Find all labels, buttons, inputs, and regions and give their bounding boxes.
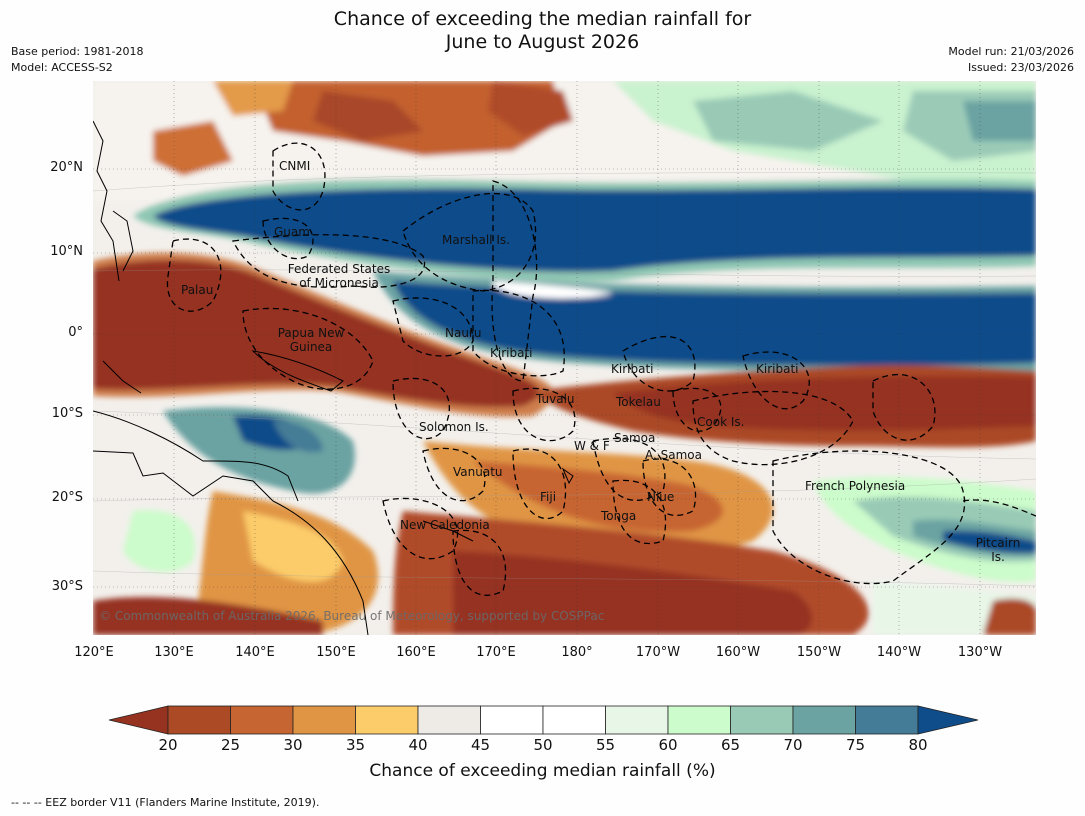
- label-pitcairn-line2: Is.: [991, 550, 1005, 564]
- label-kiribati-west: Kiribati: [490, 346, 533, 360]
- chart-title-line2: June to August 2026: [445, 31, 640, 53]
- label-wallis-futuna: W & F: [574, 439, 610, 453]
- colorbar-tick-label: 25: [220, 736, 241, 754]
- colorbar-title: Chance of exceeding median rainfall (%): [369, 761, 716, 781]
- label-tuvalu: Tuvalu: [536, 392, 575, 406]
- lon-label-140e: 140°E: [235, 645, 275, 660]
- colorbar-segment: [292, 705, 356, 735]
- label-american-samoa: A. Samoa: [645, 448, 702, 462]
- colorbar-segment: [480, 705, 544, 735]
- colorbar-tick-label: 45: [470, 736, 491, 754]
- colorbar-tick-label: 60: [658, 736, 678, 754]
- model-run: Model run: 21/03/2026: [948, 45, 1074, 58]
- lon-label-160w: 160°W: [715, 645, 761, 660]
- colorbar-segment: [792, 705, 856, 735]
- label-new-caledonia: New Caledonia: [400, 518, 490, 532]
- lon-label-170e: 170°E: [476, 645, 516, 660]
- colorbar-tick-label: 55: [595, 736, 616, 754]
- label-marshall: Marshall Is.: [442, 233, 510, 247]
- lat-label-30s: 30°S: [51, 579, 83, 594]
- issued-date: Issued: 23/03/2026: [967, 61, 1074, 74]
- colorbar-segment: [605, 705, 669, 735]
- colorbar-over-triangle: [917, 705, 979, 735]
- colorbar-tick-label: 65: [720, 736, 741, 754]
- colorbar-tick-label: 75: [845, 736, 866, 754]
- label-fsm-line1: Federated States: [287, 262, 391, 276]
- colorbar-segment: [355, 705, 419, 735]
- rainfall-probability-map: CNMI Guam Marshall Is. Federated States …: [93, 81, 1036, 635]
- lat-label-10n: 10°N: [50, 244, 83, 259]
- label-pitcairn-line1: Pitcairn: [975, 536, 1021, 550]
- lon-label-140w: 140°W: [876, 645, 922, 660]
- label-tonga: Tonga: [601, 509, 637, 523]
- label-cook-islands: Cook Is.: [697, 415, 745, 429]
- label-png-line2: Guinea: [289, 340, 333, 354]
- lon-label-180: 180°: [561, 645, 593, 660]
- colorbar-segment: [230, 705, 294, 735]
- eez-legend-note: -- -- -- EEZ border V11 (Flanders Marine…: [11, 796, 320, 809]
- colorbar-tick-label: 70: [783, 736, 803, 754]
- colorbar-tick-label: 50: [533, 736, 553, 754]
- colorbar-segment: [730, 705, 794, 735]
- label-tokelau: Tokelau: [616, 395, 661, 409]
- map-credit: © Commonwealth of Australia 2026, Bureau…: [99, 609, 605, 623]
- lon-label-170w: 170°W: [635, 645, 681, 660]
- label-fiji: Fiji: [540, 490, 557, 504]
- map-field: [93, 81, 1036, 635]
- label-guam: Guam: [274, 225, 310, 239]
- colorbar-segment: [417, 705, 481, 735]
- model-name: Model: ACCESS-S2: [11, 61, 113, 74]
- lat-label-20n: 20°N: [50, 160, 83, 175]
- chart-title-line1: Chance of exceeding the median rainfall …: [333, 8, 752, 30]
- label-vanuatu: Vanuatu: [453, 465, 503, 479]
- lon-label-150e: 150°E: [316, 645, 356, 660]
- label-samoa: Samoa: [614, 431, 656, 445]
- label-fsm-line2: of Micronesia: [299, 276, 379, 290]
- colorbar-segment: [542, 705, 606, 735]
- label-png-line1: Papua New: [277, 326, 345, 340]
- lat-label-20s: 20°S: [51, 490, 83, 505]
- colorbar-tick-label: 30: [283, 736, 303, 754]
- label-kiribati-central: Kiribati: [611, 362, 654, 376]
- base-period: Base period: 1981-2018: [11, 45, 144, 58]
- colorbar-tick-label: 20: [158, 736, 178, 754]
- label-kiribati-east: Kiribati: [756, 362, 799, 376]
- label-french-polynesia: French Polynesia: [805, 479, 906, 493]
- lon-label-130w: 130°W: [957, 645, 1003, 660]
- lat-label-0: 0°: [68, 325, 83, 340]
- label-niue: Niue: [647, 490, 675, 504]
- label-palau: Palau: [181, 283, 214, 297]
- label-nauru: Nauru: [445, 326, 482, 340]
- lon-label-150w: 150°W: [796, 645, 842, 660]
- label-solomon: Solomon Is.: [419, 420, 489, 434]
- lat-label-10s: 10°S: [51, 406, 83, 421]
- colorbar-under-triangle: [108, 705, 169, 735]
- lon-label-120e: 120°E: [74, 645, 114, 660]
- colorbar: [108, 705, 979, 735]
- colorbar-segment: [667, 705, 731, 735]
- colorbar-segment: [167, 705, 231, 735]
- lon-label-130e: 130°E: [154, 645, 194, 660]
- colorbar-tick-label: 80: [908, 736, 928, 754]
- colorbar-tick-label: 35: [345, 736, 366, 754]
- label-cnmi: CNMI: [279, 159, 311, 173]
- lon-label-160e: 160°E: [396, 645, 436, 660]
- colorbar-segment: [855, 705, 919, 735]
- colorbar-tick-label: 40: [408, 736, 428, 754]
